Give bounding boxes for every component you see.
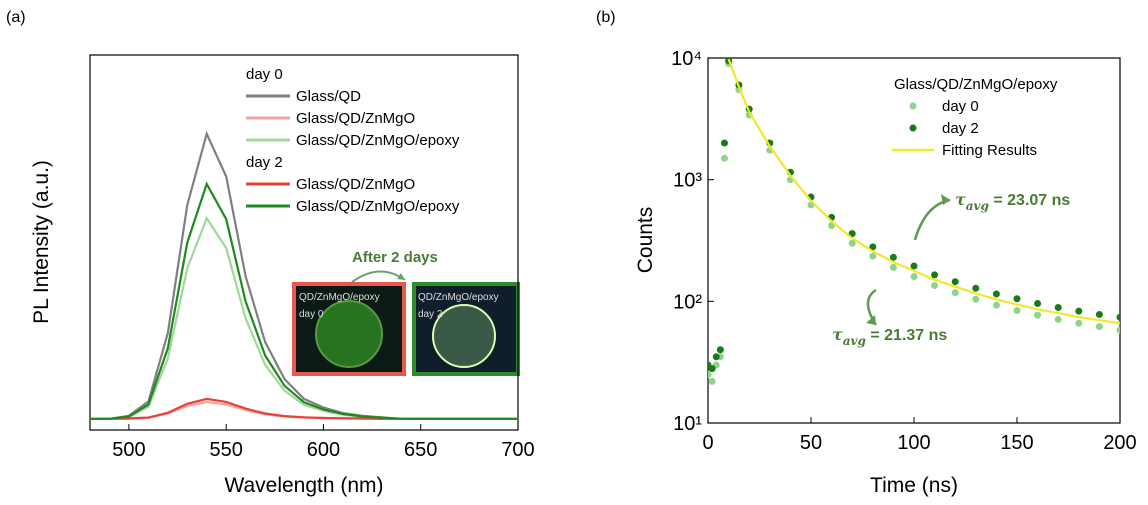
data-point <box>931 271 939 279</box>
data-point <box>716 346 724 354</box>
annotation-subscript: avg <box>843 334 866 348</box>
legend-label: day 0 <box>942 98 979 115</box>
data-point <box>720 139 728 147</box>
x-tick-label: 650 <box>404 439 437 461</box>
data-point <box>869 252 877 260</box>
inset-title: QD/ZnMgO/epoxy <box>418 292 499 303</box>
legend-label: Glass/QD/ZnMgO <box>296 110 415 127</box>
y-tick-label: 10⁴ <box>671 48 702 70</box>
data-point <box>910 262 918 270</box>
data-point <box>1075 319 1083 327</box>
plot-area <box>708 58 1120 385</box>
data-point <box>708 371 712 379</box>
annotation: τavg = 23.07 ns <box>955 190 1070 213</box>
inset: QD/ZnMgO/epoxy day 0 QD/ZnMgO/epoxy day … <box>292 249 520 376</box>
y-tick-label: 10³ <box>673 170 702 192</box>
data-point <box>1013 307 1021 315</box>
data-point <box>992 301 1000 309</box>
arrow-head <box>941 194 950 205</box>
series-line <box>90 181 518 420</box>
data-point <box>972 284 980 292</box>
data-point <box>720 154 728 162</box>
legend-label: Glass/QD <box>296 88 361 105</box>
data-point <box>1034 299 1042 307</box>
annotation: τavg = 21.37 ns <box>832 325 947 348</box>
x-axis-label: Time (ns) <box>870 474 958 497</box>
data-point <box>1116 313 1120 321</box>
arrow <box>351 270 406 283</box>
data-point <box>1054 303 1062 311</box>
data-point <box>1095 323 1103 331</box>
annotation-text: = 23.07 ns <box>989 192 1070 209</box>
sample-disk <box>432 304 496 368</box>
data-point <box>931 281 939 289</box>
annotation-subscript: avg <box>966 199 989 213</box>
x-tick-label: 500 <box>112 439 145 461</box>
y-axis-label: PL Intensity (a.u.) <box>30 160 53 324</box>
y-axis-label: Counts <box>634 207 657 274</box>
data-point <box>848 239 856 247</box>
data-point <box>951 278 959 286</box>
data-point <box>708 365 716 373</box>
plot-frame <box>707 57 1121 424</box>
legend-swatch <box>909 124 917 132</box>
inset-label: day 0 <box>299 309 324 320</box>
data-point <box>889 253 897 261</box>
x-axis-label: Wavelength (nm) <box>224 474 383 497</box>
legend-label: Glass/QD/ZnMgO/epoxy <box>296 132 460 149</box>
legend-group-title: day 0 <box>246 66 283 83</box>
y-tick-label: 10² <box>673 291 702 313</box>
x-tick-label: 700 <box>501 439 534 461</box>
data-point <box>1116 326 1120 334</box>
inset-annotation: After 2 days <box>352 249 438 266</box>
data-point <box>1075 307 1083 315</box>
legend-label: day 2 <box>942 120 979 137</box>
x-tick-label: 50 <box>800 432 822 454</box>
annotation-text: = 21.37 ns <box>866 327 947 344</box>
inset-title: QD/ZnMgO/epoxy <box>299 292 380 303</box>
legend-title: Glass/QD/ZnMgO/epoxy <box>894 76 1058 93</box>
x-tick-label: 100 <box>897 432 930 454</box>
fit-line <box>727 58 1120 325</box>
legend-swatch <box>909 102 917 110</box>
panel-label: (a) <box>6 9 26 26</box>
arrow-head <box>397 273 405 280</box>
legend-label: Fitting Results <box>942 142 1037 159</box>
data-point <box>1095 310 1103 318</box>
data-point <box>712 353 720 361</box>
inset-label: day 2 <box>418 309 443 320</box>
data-point <box>992 290 1000 298</box>
data-point <box>972 295 980 303</box>
x-tick-label: 600 <box>307 439 340 461</box>
legend-label: Glass/QD/ZnMgO <box>296 176 415 193</box>
y-tick-label: 10¹ <box>673 413 702 435</box>
data-point <box>1034 311 1042 319</box>
data-point <box>1013 295 1021 303</box>
annotation-symbol: τ <box>955 190 966 209</box>
x-tick-label: 550 <box>209 439 242 461</box>
data-point <box>708 377 716 385</box>
x-tick-label: 0 <box>702 432 713 454</box>
x-tick-label: 150 <box>1000 432 1033 454</box>
data-point <box>910 272 918 280</box>
legend-label: Glass/QD/ZnMgO/epoxy <box>296 198 460 215</box>
panel-label: (b) <box>596 9 616 26</box>
data-point <box>951 289 959 297</box>
data-point <box>1054 315 1062 323</box>
arrow-head <box>866 315 876 325</box>
annotation-symbol: τ <box>832 325 843 344</box>
arrow <box>913 198 951 241</box>
plot-frame <box>89 54 519 431</box>
data-point <box>869 243 877 251</box>
x-tick-label: 200 <box>1103 432 1136 454</box>
data-point <box>889 263 897 271</box>
legend-group-title: day 2 <box>246 154 283 171</box>
sample-disk <box>315 300 383 368</box>
